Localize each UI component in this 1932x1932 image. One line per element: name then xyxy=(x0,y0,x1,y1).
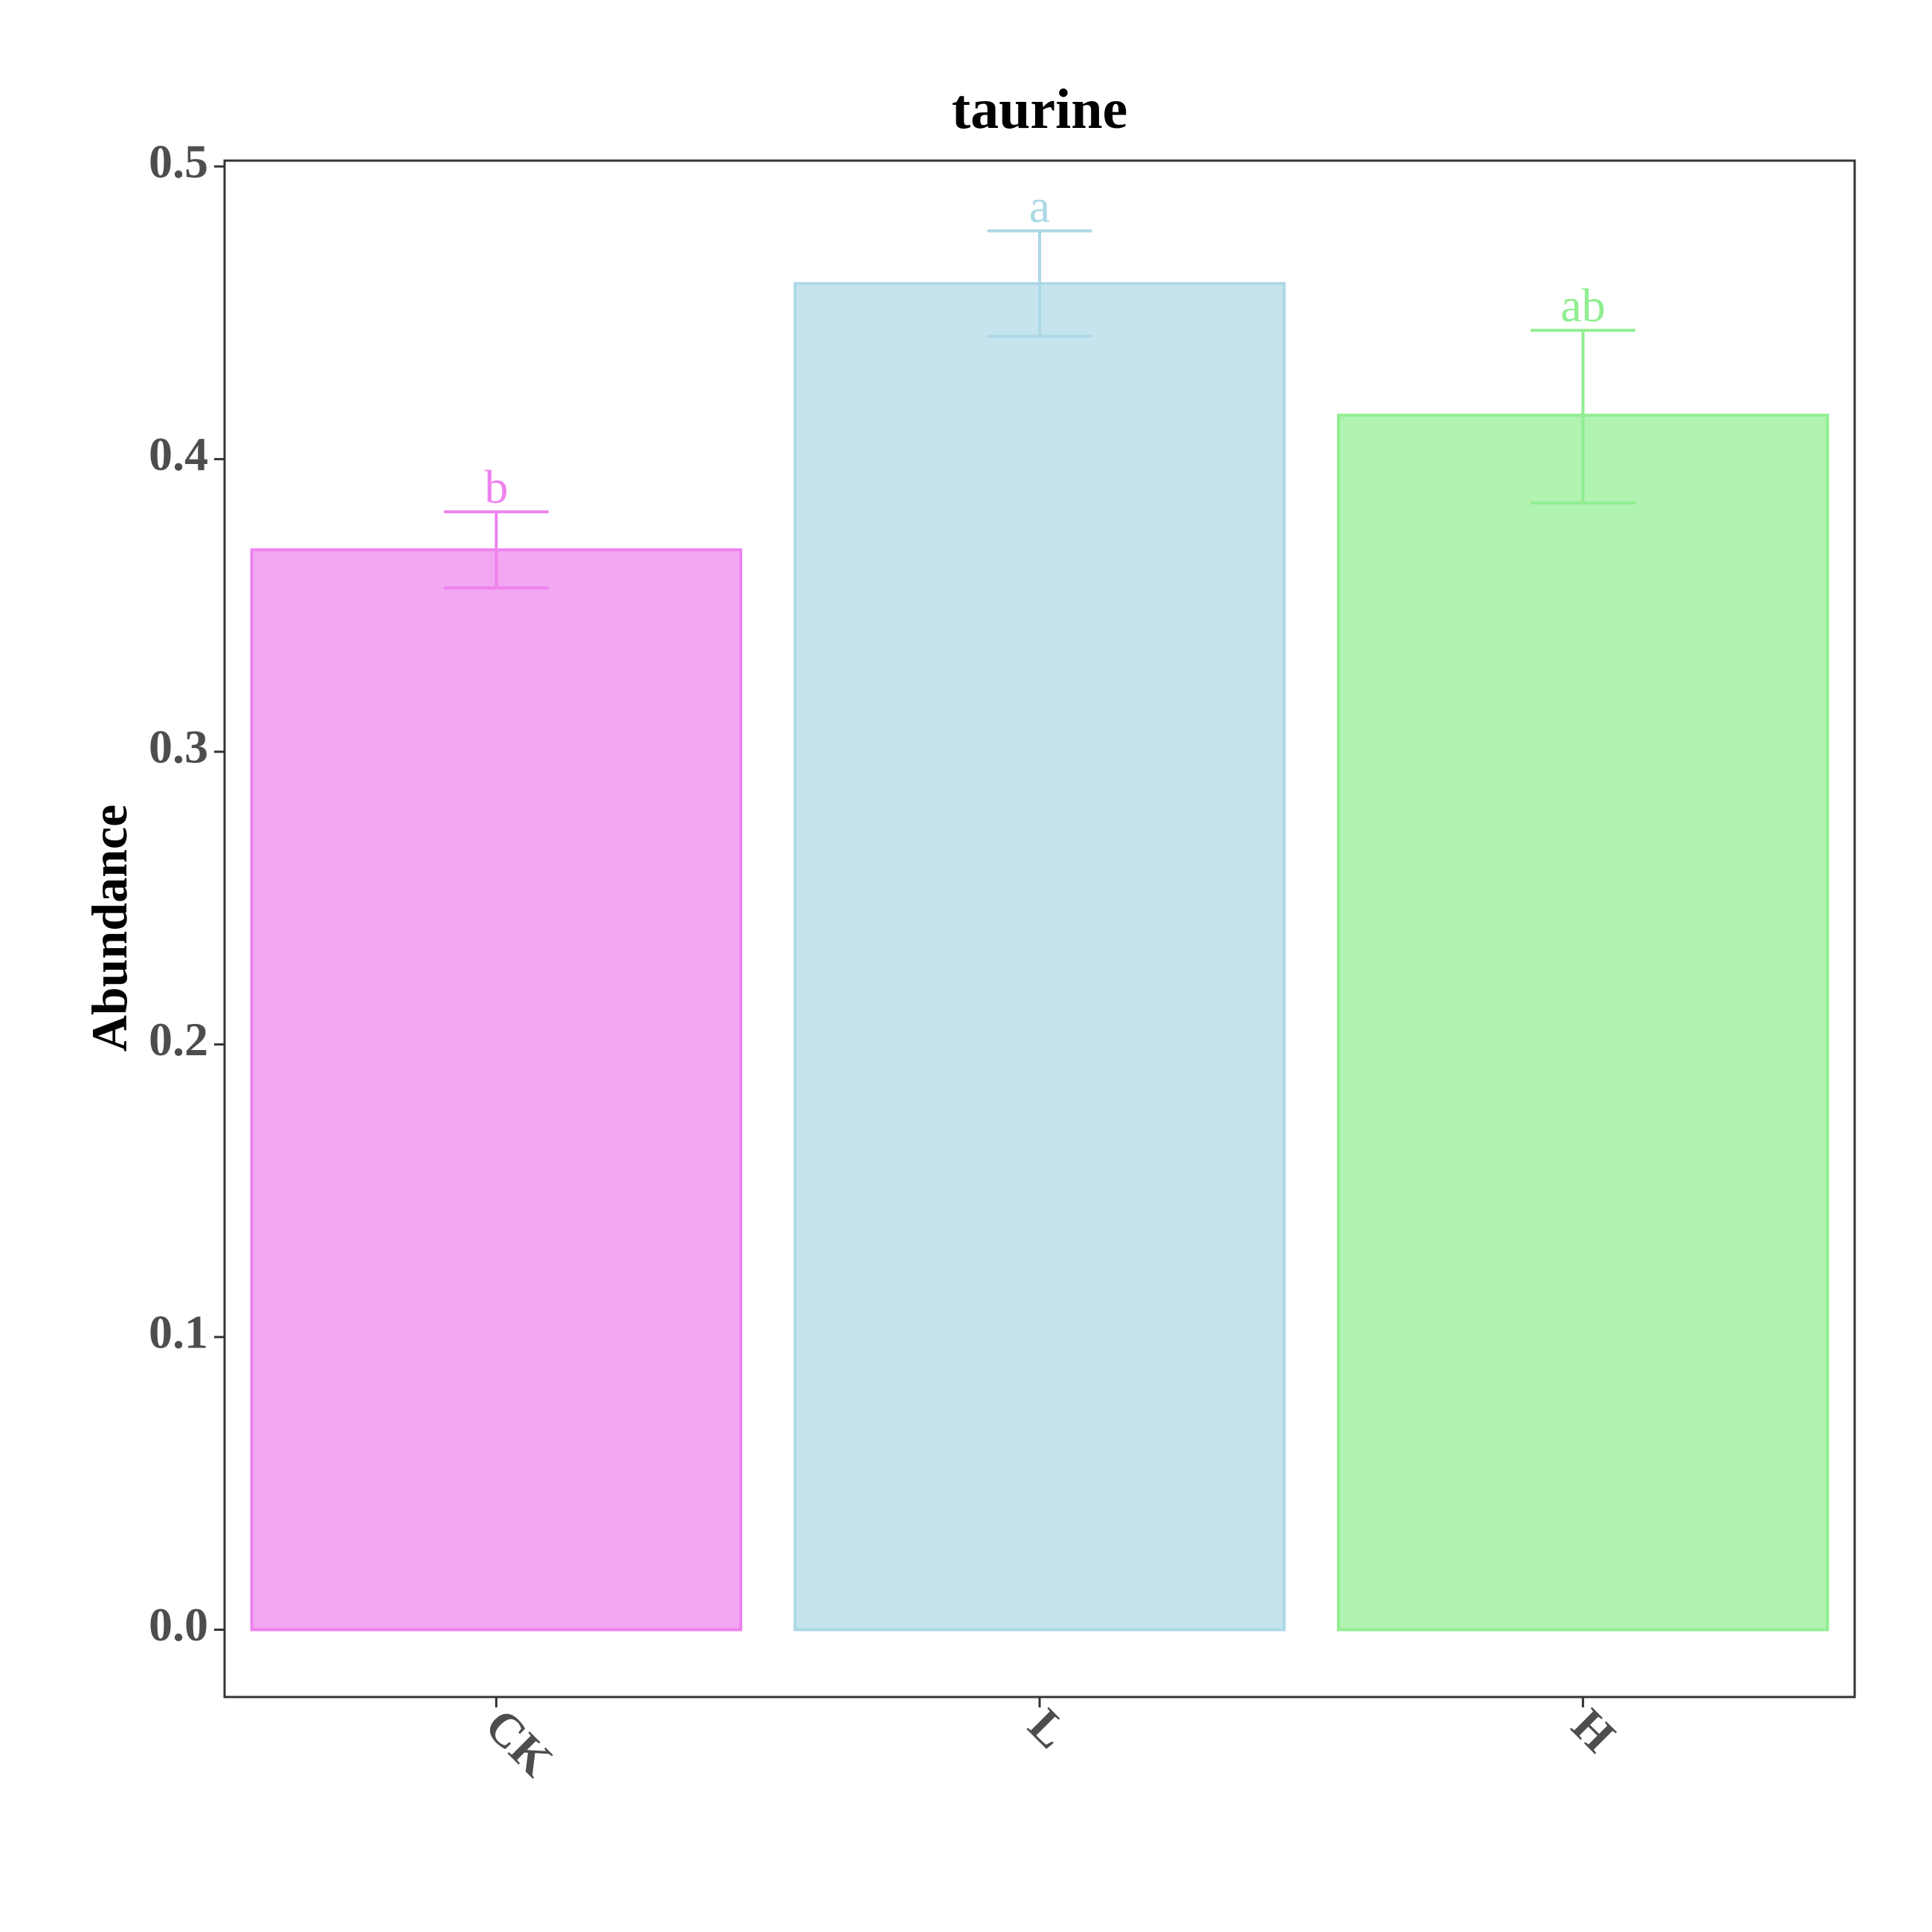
y-axis-label: Abundance xyxy=(81,805,138,1052)
bar-l xyxy=(793,282,1286,1632)
error-bar-h xyxy=(1530,329,1636,505)
y-tick-label: 0.4 xyxy=(149,428,208,480)
chart-title: taurine xyxy=(952,78,1127,141)
y-axis: 0.0 0.1 0.2 0.3 0.4 0.5 xyxy=(149,135,225,1651)
error-bars-layer xyxy=(443,229,1636,590)
x-axis: CK L H xyxy=(475,1697,1626,1786)
bar-h xyxy=(1336,413,1829,1632)
significance-labels-layer: b a ab xyxy=(484,179,1606,513)
error-bar-l xyxy=(987,229,1092,338)
x-tick-label-ck: CK xyxy=(475,1698,563,1786)
bar-ck xyxy=(250,548,743,1632)
y-tick-label: 0.5 xyxy=(149,135,208,188)
significance-label-ck: b xyxy=(484,460,508,513)
y-tick-label: 0.2 xyxy=(149,1013,208,1066)
error-bar-ck xyxy=(443,510,549,590)
y-tick-label: 0.0 xyxy=(149,1598,208,1651)
x-tick-label-l: L xyxy=(1019,1698,1078,1758)
significance-label-l: a xyxy=(1029,179,1050,232)
significance-label-h: ab xyxy=(1560,279,1605,332)
y-tick-label: 0.3 xyxy=(149,721,208,773)
x-tick-label-h: H xyxy=(1562,1698,1625,1762)
y-tick-label: 0.1 xyxy=(149,1306,208,1359)
